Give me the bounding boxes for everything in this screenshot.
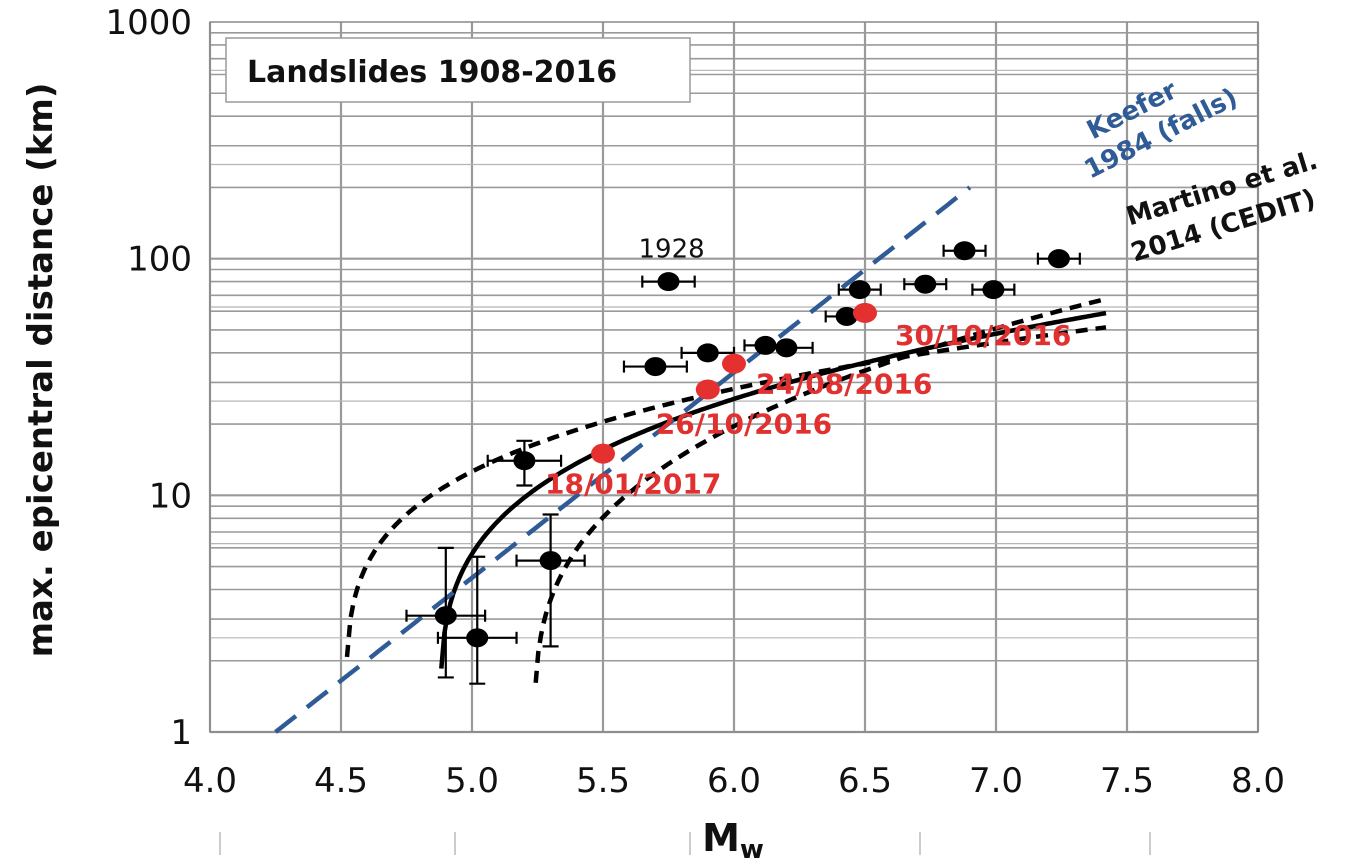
plot-frame	[209, 21, 1259, 733]
y-tick-label: 10	[149, 476, 192, 516]
data-point	[835, 306, 858, 326]
data-point	[657, 272, 680, 292]
cedit-mean-curve	[439, 310, 1107, 669]
keefer-curve	[274, 185, 972, 734]
recent-point: 30/10/2016	[853, 302, 1071, 352]
x-tick-label: 8.0	[1231, 761, 1285, 801]
data-point	[591, 443, 615, 464]
x-tick-label: 5.5	[576, 761, 630, 801]
y-tick-label: 1000	[105, 3, 192, 43]
point-label: 1928	[639, 235, 705, 265]
data-point	[914, 274, 937, 294]
historical-point	[971, 280, 1016, 300]
x-tick-label: 4.5	[314, 761, 368, 801]
x-axis-label-subscript: w	[740, 835, 764, 858]
y-tick-label: 100	[127, 240, 192, 280]
point-label: 18/01/2017	[545, 468, 721, 501]
data-point	[695, 379, 720, 400]
x-tick-label: 4.0	[183, 761, 237, 801]
x-axis-label-main: M	[702, 816, 740, 858]
data-point	[722, 353, 746, 374]
bottom-marks	[219, 832, 1151, 855]
historical-point	[837, 280, 882, 300]
title-box	[225, 37, 691, 103]
historical-point	[486, 439, 563, 487]
recent-point: 26/10/2016	[656, 379, 832, 441]
x-tick-label: 6.5	[838, 761, 892, 801]
point-label: 26/10/2016	[656, 408, 832, 441]
x-tick-label: 7.5	[1100, 761, 1154, 801]
historical-point	[1036, 249, 1081, 269]
historical-point	[405, 546, 487, 679]
data-point	[696, 343, 719, 363]
data-point	[848, 280, 871, 300]
data-point	[1047, 249, 1070, 269]
y-tick-label: 1	[170, 713, 192, 753]
data-point	[953, 241, 976, 261]
data-point	[434, 606, 457, 626]
historical-point	[942, 241, 987, 261]
keefer-label: Keefer 1984 (falls)	[1080, 75, 1243, 185]
cedit-upper-curve	[344, 325, 1107, 658]
curves-layer	[274, 185, 1107, 734]
data-point	[982, 280, 1005, 300]
historical-point	[759, 338, 814, 358]
recent-point: 18/01/2017	[545, 443, 721, 501]
historical-point	[515, 513, 586, 648]
y-axis-label: max. epicentral distance (km)	[21, 83, 61, 658]
chart-title: Landslides 1908-2016	[247, 55, 617, 90]
data-point	[775, 338, 798, 358]
historical-point	[903, 274, 948, 294]
data-point	[754, 335, 777, 355]
data-point	[513, 451, 536, 471]
data-point	[644, 357, 667, 377]
historical-point	[622, 357, 688, 377]
point-label: 30/10/2016	[895, 319, 1071, 352]
x-axis-label: Mw	[702, 816, 764, 858]
recent-point: 24/08/2016	[722, 353, 932, 401]
data-point	[539, 551, 562, 571]
x-tick-label: 5.0	[445, 761, 499, 801]
data-point	[466, 628, 489, 648]
historical-point: 1928	[639, 235, 705, 292]
points-layer: 1928 30/10/2016 24/08/2016 26/10/2016 18/01/…	[405, 235, 1081, 685]
x-tick-label: 6.0	[707, 761, 761, 801]
data-point	[853, 302, 877, 323]
historical-point	[436, 555, 518, 685]
x-tick-label: 7.0	[969, 761, 1023, 801]
tick-labels: 4.0 4.5 5.0 5.5 6.0 6.5 7.0 7.5 8.0 1 10 100 1000	[105, 3, 1285, 801]
cedit-lower-curve	[533, 296, 1107, 683]
point-label: 24/08/2016	[756, 368, 932, 401]
